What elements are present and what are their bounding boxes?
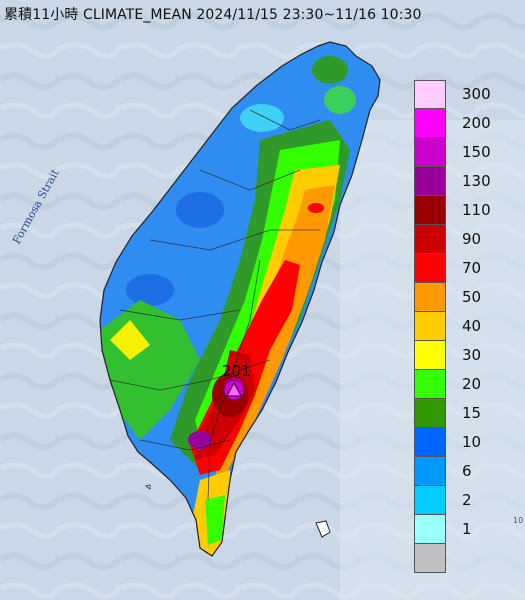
legend-label: 150	[462, 142, 491, 161]
legend-swatch	[414, 254, 446, 283]
max-value-label: 201	[222, 362, 251, 380]
legend-swatch	[414, 341, 446, 370]
legend-label: 30	[462, 345, 482, 364]
legend-swatch	[414, 196, 446, 225]
legend-label: 200	[462, 113, 491, 132]
legend-label: 20	[462, 374, 482, 393]
rainfall-legend: 300 200 150 130 110 90 70 50 40 30 20 15 10 6 2 1	[414, 80, 517, 573]
legend-swatch	[414, 399, 446, 428]
legend-swatch	[414, 109, 446, 138]
legend-swatch	[414, 457, 446, 486]
corner-label: 10	[513, 516, 524, 525]
max-rain-triangle-icon	[226, 381, 242, 397]
legend-swatch	[414, 370, 446, 399]
islet	[145, 484, 151, 490]
legend-swatch	[414, 283, 446, 312]
legend-label: 40	[462, 316, 482, 335]
legend-swatch	[414, 544, 446, 573]
legend-label: 1	[462, 519, 472, 538]
legend-swatch	[414, 486, 446, 515]
legend-label: 50	[462, 287, 482, 306]
legend-label: 90	[462, 229, 482, 248]
legend-label: 10	[462, 432, 482, 451]
legend-label: 130	[462, 171, 491, 190]
legend-label: 300	[462, 84, 491, 103]
legend-label: 2	[462, 490, 472, 509]
legend-label: 70	[462, 258, 482, 277]
island-outline	[99, 41, 381, 557]
legend-swatch	[414, 515, 446, 544]
legend-swatch	[414, 428, 446, 457]
legend-swatch	[414, 80, 446, 109]
legend-swatch	[414, 225, 446, 254]
legend-swatch	[414, 138, 446, 167]
legend-swatch	[414, 167, 446, 196]
legend-label: 6	[462, 461, 472, 480]
legend-label: 15	[462, 403, 482, 422]
legend-swatch	[414, 312, 446, 341]
green-island	[315, 520, 331, 538]
legend-label: 110	[462, 200, 491, 219]
map-title: 累積11小時 CLIMATE_MEAN 2024/11/15 23:30~11/…	[4, 7, 422, 23]
